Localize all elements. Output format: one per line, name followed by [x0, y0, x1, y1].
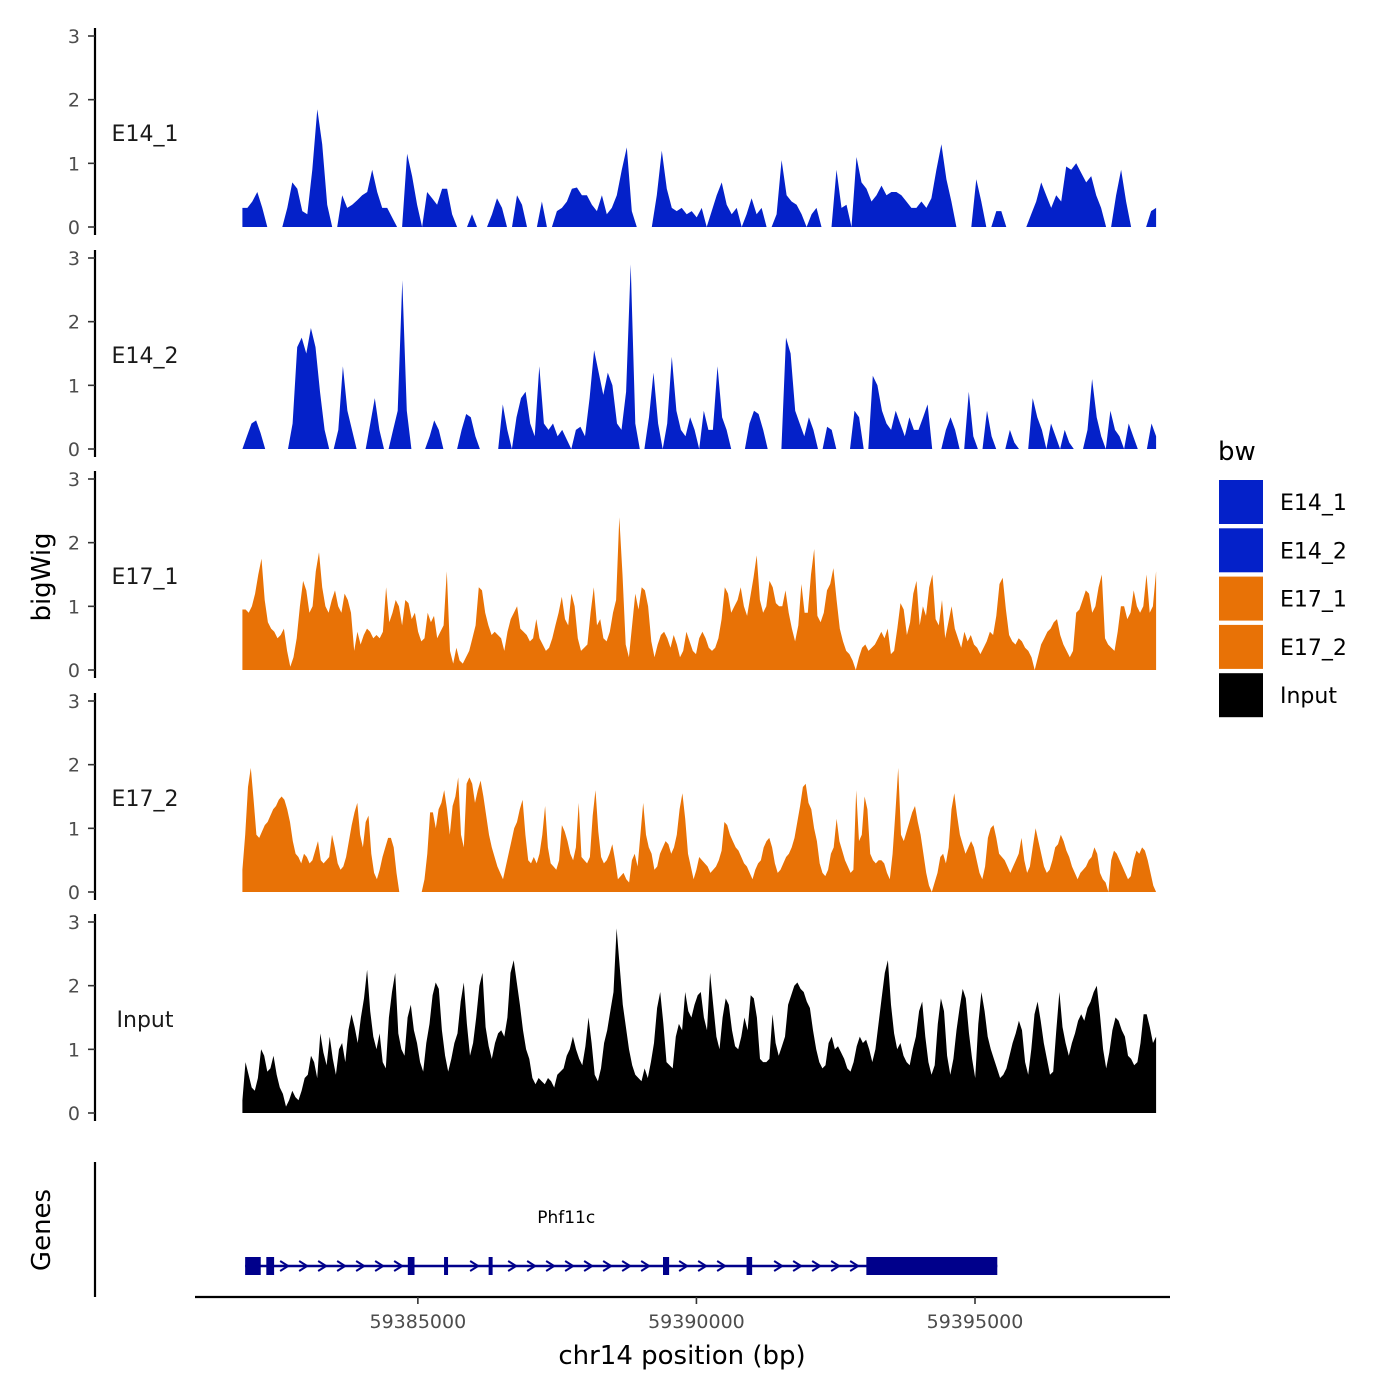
gene-exon	[663, 1257, 670, 1275]
signal-area-e14-2	[242, 264, 1157, 449]
strand-arrow-icon	[564, 1260, 576, 1272]
track-e14-1: 0 1 2 3 E14_1	[68, 26, 1157, 239]
y-tick-label: 2	[68, 755, 80, 777]
y-tick-label: 0	[68, 1103, 80, 1125]
strand-arrow-icon	[830, 1260, 842, 1272]
legend-label: E14_2	[1280, 539, 1347, 564]
gene-phf11c: Phf11c	[245, 1208, 998, 1275]
track-label: E17_1	[112, 565, 179, 590]
strand-arrow-icon	[374, 1260, 386, 1272]
track-label: E14_2	[112, 344, 179, 369]
y-tick-label: 3	[68, 691, 80, 713]
strand-arrow-icon	[469, 1260, 481, 1272]
strand-arrow-icon	[393, 1260, 405, 1272]
y-tick-label: 1	[68, 1039, 80, 1061]
gene-label: Phf11c	[537, 1208, 595, 1228]
strand-arrow-icon	[716, 1260, 728, 1272]
strand-arrow-icon	[849, 1260, 861, 1272]
y-tick-label: 1	[68, 596, 80, 618]
track-input: 0 1 2 3 Input	[68, 912, 1157, 1125]
legend: bw E14_1 E14_2 E17_1 E17_2 Input	[1218, 437, 1347, 718]
strand-arrow-icon	[678, 1260, 690, 1272]
legend-key-e14-1	[1219, 480, 1263, 524]
gene-exon	[444, 1257, 449, 1275]
legend-label: Input	[1280, 684, 1337, 709]
x-tick-label: 59395000	[927, 1311, 1024, 1333]
track-e17-1: 0 1 2 3 E17_1	[68, 469, 1157, 682]
x-axis-title: chr14 position (bp)	[558, 1341, 805, 1371]
legend-label: E14_1	[1280, 491, 1347, 516]
y-tick-label: 0	[68, 882, 80, 904]
track-label: Input	[117, 1008, 174, 1033]
legend-key-e17-1	[1219, 576, 1263, 621]
strand-arrow-icon	[545, 1260, 557, 1272]
strand-arrow-icon	[507, 1260, 519, 1272]
gene-exon	[746, 1257, 753, 1275]
strand-arrow-icon	[773, 1260, 785, 1272]
strand-arrow-icon	[526, 1260, 538, 1272]
signal-area-e17-1	[242, 517, 1157, 670]
y-tick-label: 0	[68, 439, 80, 461]
y-tick-label: 0	[68, 217, 80, 239]
genes-axis-title: Genes	[27, 1189, 57, 1271]
legend-key-e14-2	[1219, 528, 1263, 573]
y-tick-label: 3	[68, 469, 80, 491]
legend-label: E17_2	[1280, 636, 1347, 661]
gene-exon	[866, 1257, 998, 1275]
x-axis: 59385000 59390000 59395000	[195, 1295, 1170, 1333]
signal-area-e17-2	[242, 767, 1157, 892]
gene-exon	[266, 1257, 275, 1275]
strand-arrow-icon	[355, 1260, 367, 1272]
strand-arrow-icon	[317, 1260, 329, 1272]
legend-title: bw	[1218, 437, 1256, 467]
signal-area-input	[242, 928, 1157, 1113]
y-tick-label: 3	[68, 912, 80, 934]
y-tick-label: 2	[68, 976, 80, 998]
y-tick-label: 3	[68, 248, 80, 270]
gene-track: Phf11c	[93, 1162, 998, 1297]
strand-arrow-icon	[792, 1260, 804, 1272]
strand-arrow-icon	[279, 1260, 291, 1272]
y-tick-label: 2	[68, 312, 80, 334]
track-e17-2: 0 1 2 3 E17_2	[68, 691, 1157, 904]
strand-arrow-icon	[811, 1260, 823, 1272]
y-tick-label: 1	[68, 818, 80, 840]
strand-arrow-icon	[298, 1260, 310, 1272]
track-label: E17_2	[112, 787, 179, 812]
y-tick-label: 1	[68, 153, 80, 175]
signal-area-e14-1	[242, 109, 1157, 227]
signal-tracks: 0 1 2 3 E14_1 0 1 2 3 E14_2 0 1 2 3 E17_1 0 1 2 3 E17_2 0 1 2 3…	[68, 26, 1157, 1125]
gene-exon	[245, 1257, 261, 1275]
y-tick-label: 0	[68, 660, 80, 682]
track-label: E14_1	[112, 122, 179, 147]
y-axis-title: bigWig	[27, 532, 57, 621]
strand-arrow-icon	[336, 1260, 348, 1272]
y-tick-label: 2	[68, 533, 80, 555]
strand-arrow-icon	[621, 1260, 633, 1272]
track-e14-2: 0 1 2 3 E14_2	[68, 248, 1157, 461]
gene-exon	[488, 1257, 493, 1275]
gene-exon	[407, 1257, 415, 1275]
legend-label: E17_1	[1280, 588, 1347, 613]
y-tick-label: 2	[68, 90, 80, 112]
y-tick-label: 1	[68, 375, 80, 397]
strand-arrow-icon	[697, 1260, 709, 1272]
x-tick-label: 59390000	[648, 1311, 745, 1333]
strand-arrow-icon	[602, 1260, 614, 1272]
strand-arrow-icon	[640, 1260, 652, 1272]
x-tick-label: 59385000	[369, 1311, 466, 1333]
legend-key-input	[1219, 673, 1263, 718]
strand-arrow-icon	[583, 1260, 595, 1272]
y-tick-label: 3	[68, 26, 80, 48]
legend-key-e17-2	[1219, 624, 1263, 669]
